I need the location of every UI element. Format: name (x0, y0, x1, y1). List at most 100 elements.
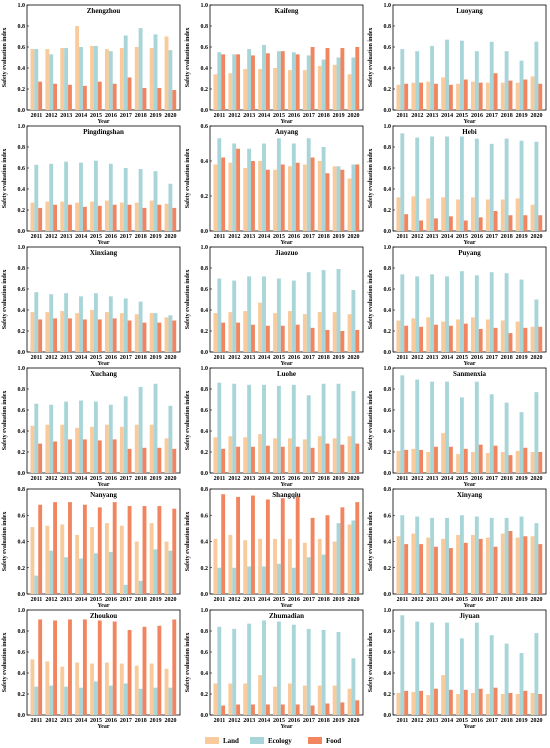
bar-land (243, 311, 248, 352)
bar-land (258, 434, 263, 473)
bar-food (97, 620, 102, 715)
x-tick-label: 2017 (486, 597, 498, 603)
y-axis-label: Safety evaluation index (2, 512, 8, 572)
y-tick-label: 0.4 (384, 66, 392, 72)
bar-land (456, 534, 460, 594)
bar-food (508, 692, 513, 715)
bar-food (523, 690, 528, 715)
bar-land (426, 537, 431, 594)
bar-ecology (306, 272, 311, 352)
chart-zhumadian: Zhumadian 0.0 0.2 0.4 0.6 0.8 1.0 Safety evalua… (185, 608, 364, 730)
panel-title: Luoyang (456, 7, 483, 15)
x-tick-label: 2019 (150, 476, 162, 482)
chart-shangqiu: Shangqiu 0.0 0.2 0.4 0.6 0.8 Safety evaluation… (185, 487, 364, 609)
bar-ecology (123, 584, 128, 594)
bar-ecology (153, 171, 158, 231)
bar-land (164, 438, 169, 473)
bar-land (104, 424, 109, 473)
x-tick-label: 2020 (348, 355, 360, 361)
bar-food (493, 687, 498, 715)
bar-food (82, 504, 87, 594)
x-tick-label: 2011 (31, 597, 43, 603)
bar-land (273, 313, 277, 352)
x-tick-label: 2011 (31, 355, 43, 361)
bar-food (295, 704, 300, 715)
x-tick-label: 2019 (150, 355, 162, 361)
y-tick-label: 0.2 (201, 450, 209, 456)
bar-food (463, 448, 468, 473)
plot-frame (209, 125, 364, 232)
bar-ecology (79, 687, 83, 715)
bar-food (325, 329, 330, 352)
bar-ecology (64, 401, 69, 473)
bar-land (149, 313, 154, 352)
bar-land (30, 312, 35, 352)
y-axis-label: Safety evaluation index (185, 28, 191, 88)
bar-food (53, 83, 58, 110)
bar-food (355, 47, 360, 110)
bar-land (243, 540, 248, 594)
bar-land (164, 541, 169, 594)
x-tick-label: 2014 (75, 718, 87, 724)
x-tick-label: 2016 (105, 234, 117, 240)
bar-land (149, 200, 154, 231)
y-axis-label: Safety evaluation index (2, 28, 8, 88)
y-tick-label: 0.6 (18, 287, 26, 293)
x-tick-label: 2013 (426, 476, 438, 482)
y-tick-label: 0.6 (201, 287, 209, 293)
bar-food (68, 318, 72, 352)
x-tick-label: 2011 (397, 355, 409, 361)
bar-food (68, 84, 72, 110)
bar-ecology (217, 278, 222, 352)
x-tick-label: 2019 (150, 113, 162, 119)
y-tick-label: 0.8 (201, 487, 209, 493)
x-tick-label: 2012 (411, 234, 423, 240)
y-axis-label: Safety evaluation index (368, 149, 374, 209)
bar-ecology (64, 686, 69, 715)
panel-title: Sanmenxia (453, 370, 487, 378)
bar-food (221, 322, 226, 352)
x-tick-label: 2014 (258, 113, 270, 119)
bar-food (448, 689, 453, 715)
panel-title: Jiaozuo (275, 249, 298, 257)
x-tick-label: 2014 (258, 476, 270, 482)
y-axis-label: Safety evaluation index (368, 270, 374, 330)
bar-land (243, 168, 248, 231)
bar-ecology (34, 49, 39, 110)
x-tick-label: 2019 (333, 718, 345, 724)
x-tick-label: 2014 (441, 113, 453, 119)
y-tick-label: 0.6 (18, 408, 26, 414)
bar-land (273, 68, 277, 110)
x-tick-label: 2020 (348, 597, 360, 603)
bar-ecology (247, 384, 252, 473)
x-tick-label: 2015 (90, 113, 102, 119)
x-tick-label: 2016 (471, 476, 483, 482)
bar-land (149, 663, 154, 715)
bar-food (340, 702, 345, 715)
bar-land (60, 424, 65, 473)
bar-food (355, 443, 360, 473)
y-tick-label: 0.2 (201, 329, 209, 335)
bar-land (456, 694, 460, 715)
bar-ecology (336, 383, 341, 473)
bar-land (515, 82, 520, 110)
bar-food (280, 51, 285, 110)
panel-title: Pingdingshan (83, 128, 124, 136)
bar-ecology (49, 404, 54, 473)
bar-ecology (93, 401, 98, 473)
y-tick-label: 0.0 (384, 713, 392, 719)
bar-land (273, 538, 277, 594)
bar-land (60, 666, 65, 715)
bar-food (236, 148, 241, 231)
x-tick-label: 2012 (45, 597, 57, 603)
bar-ecology (336, 632, 341, 715)
panel-title: Jiyuan (459, 612, 479, 620)
bar-ecology (79, 47, 83, 110)
plot-frame (392, 125, 547, 232)
x-tick-label: 2015 (273, 476, 285, 482)
x-tick-label: 2011 (397, 718, 409, 724)
bar-ecology (415, 51, 420, 110)
bar-food (280, 325, 285, 352)
bar-land (228, 312, 233, 352)
bar-ecology (474, 51, 479, 110)
